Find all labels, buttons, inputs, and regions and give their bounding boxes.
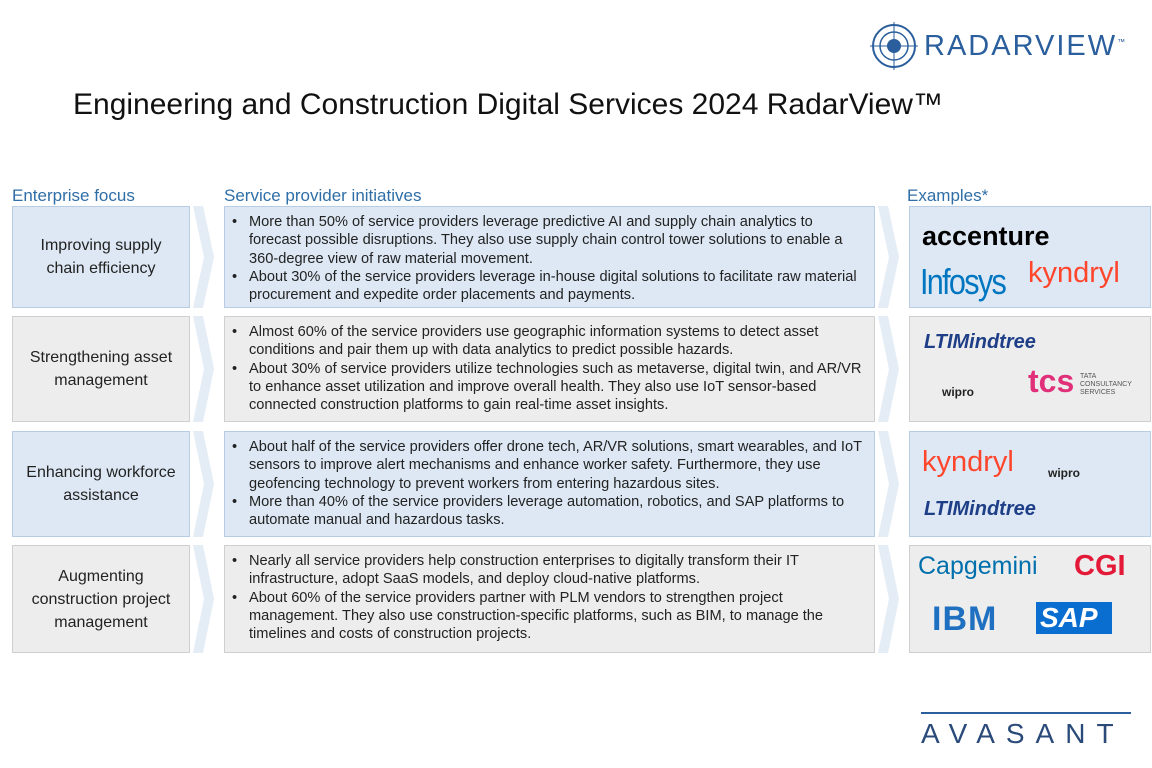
chevron (878, 206, 899, 308)
radarview-logo: RADARVIEW™ (924, 30, 1127, 63)
focus-box: Augmenting construction project manageme… (12, 545, 190, 653)
radar-icon (870, 22, 918, 70)
company-logo: LTIMindtree (924, 331, 1036, 353)
bullet-text: About 30% of the service providers lever… (232, 268, 864, 305)
initiatives-box: Almost 60% of the service providers use … (224, 316, 875, 422)
focus-box: Enhancing workforce assistance (12, 431, 190, 537)
avasant-logo: AVASANT (921, 718, 1125, 749)
chevron (193, 316, 214, 422)
bullet-text: More than 50% of service providers lever… (232, 213, 864, 268)
company-logo: kyndryl (922, 446, 1014, 478)
chevron (878, 431, 899, 537)
column-header: Service provider initiatives (224, 186, 422, 205)
initiatives-box: More than 50% of service providers lever… (224, 206, 875, 308)
chevron-shape (878, 316, 899, 422)
chevron (193, 431, 214, 537)
company-logo: CGI (1074, 550, 1126, 582)
chevron-shape (193, 316, 214, 422)
chevron (193, 206, 214, 308)
chevron-shape (878, 206, 899, 308)
company-logo: Capgemini (918, 552, 1038, 580)
company-logo: SAP (1036, 602, 1112, 634)
column-header: Enterprise focus (12, 186, 135, 205)
chevron (878, 545, 899, 653)
title: Engineering and Construction Digital Ser… (73, 88, 943, 121)
focus-box: Strengthening asset management (12, 316, 190, 422)
chevron-shape (193, 545, 214, 653)
bullet-text: Almost 60% of the service providers use … (232, 323, 864, 360)
company-logo: wipro (942, 385, 974, 399)
company-logo: Infosys (920, 261, 1007, 302)
company-logo: kyndryl (1028, 257, 1120, 289)
chevron-shape (193, 206, 214, 308)
company-logo: tcs (1028, 363, 1075, 399)
bullet-text: About 60% of the service providers partn… (232, 589, 864, 644)
bullet-text: More than 40% of the service providers l… (232, 493, 864, 530)
column-header: Examples* (907, 186, 989, 205)
company-logo: accenture (922, 221, 1050, 251)
examples-box: accenture Infosys kyndryl (909, 206, 1151, 308)
bullet-text: About half of the service providers offe… (232, 438, 864, 493)
company-logo: LTIMindtree (924, 498, 1036, 520)
examples-box: LTIMindtree wipro tcs TATA CONSULTANCY SERV… (909, 316, 1151, 422)
chevron (878, 316, 899, 422)
bullet-text: Nearly all service providers help constr… (232, 552, 864, 589)
company-logo: wipro (1048, 466, 1080, 480)
company-logo: TATA CONSULTANCY SERVICES (1080, 373, 1132, 396)
focus-box: Improving supply chain efficiency (12, 206, 190, 308)
footer-rule (921, 712, 1131, 714)
company-logo: IBM (932, 600, 998, 638)
initiatives-box: Nearly all service providers help constr… (224, 545, 875, 653)
examples-box: kyndryl wipro LTIMindtree (909, 431, 1151, 537)
examples-box: Capgemini CGI IBM SAP (909, 545, 1151, 653)
initiatives-box: About half of the service providers offe… (224, 431, 875, 537)
logo-text: RADARVIEW (924, 30, 1118, 62)
chevron-shape (878, 431, 899, 537)
chevron-shape (878, 545, 899, 653)
bullet-text: About 30% of service providers utilize t… (232, 360, 864, 415)
logo-tm: ™ (1117, 37, 1128, 47)
chevron (193, 545, 214, 653)
chevron-shape (193, 431, 214, 537)
